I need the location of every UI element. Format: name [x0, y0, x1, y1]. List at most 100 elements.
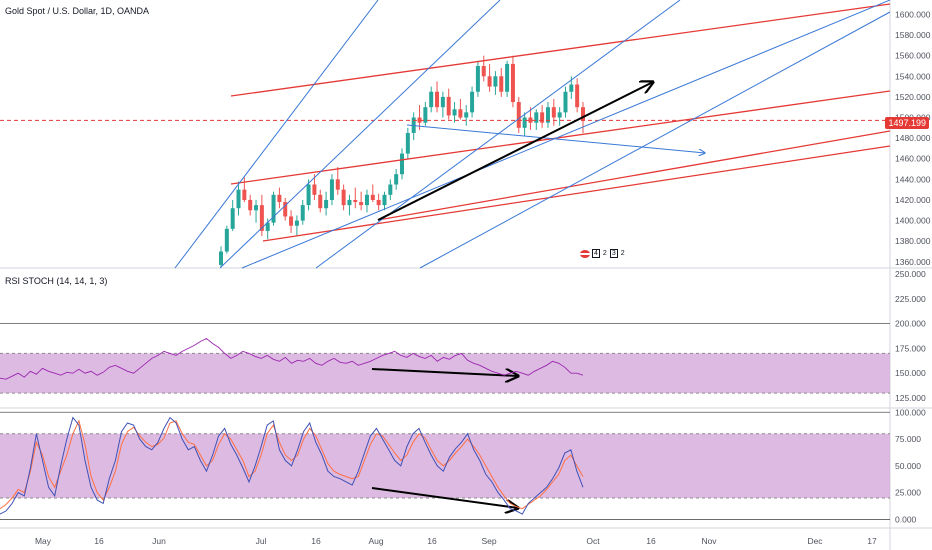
- candle-body: [259, 205, 264, 231]
- candle-body: [324, 199, 329, 209]
- time-axis-label: 16: [646, 536, 656, 546]
- time-axis-label: 16: [427, 536, 437, 546]
- candle-body: [370, 194, 375, 200]
- candle-body: [289, 216, 294, 226]
- candle-body: [516, 102, 521, 128]
- candle-body: [510, 63, 515, 103]
- time-axis-label: May: [35, 536, 52, 546]
- stoch-k-line: [0, 416, 584, 515]
- candle-body: [534, 112, 539, 123]
- candle-body: [429, 91, 434, 108]
- fan-line-blue: [241, 0, 891, 269]
- rsi-axis-label: 225.000: [895, 294, 926, 304]
- candle-body: [458, 109, 463, 118]
- projection-arrow-blue: [406, 124, 705, 153]
- candle-body: [341, 189, 346, 206]
- candle-body: [277, 194, 282, 203]
- time-axis-label: Sep: [481, 536, 496, 546]
- channel-line-red: [377, 130, 891, 221]
- fan-line-blue: [174, 0, 379, 269]
- trend-arrow-black: [377, 82, 653, 221]
- candle-body: [312, 184, 317, 195]
- candle-body: [551, 107, 556, 118]
- event-badge[interactable]: 4 2 3 2: [580, 249, 626, 258]
- candle-body: [452, 109, 457, 116]
- price-axis-label: 1560.000: [895, 51, 931, 61]
- candle-body: [294, 220, 299, 226]
- badge-count-2: 2: [602, 250, 607, 257]
- candle-body: [236, 189, 241, 209]
- candle-body: [230, 208, 235, 229]
- flag-icon: [580, 249, 590, 258]
- candle-body: [493, 76, 498, 87]
- stoch-divergence-arrow: [371, 487, 518, 508]
- time-axis-label: Jul: [256, 536, 267, 546]
- candle-body: [557, 112, 562, 118]
- badge-count-3: 3: [609, 249, 618, 258]
- time-axis-label: 17: [867, 536, 877, 546]
- candle-body: [353, 199, 358, 203]
- candle-body: [394, 174, 399, 185]
- badge-count-1: 4: [592, 249, 600, 258]
- rsi-divergence-arrow: [371, 368, 518, 376]
- candle-body: [581, 107, 585, 121]
- price-axis-label: 1420.000: [895, 195, 931, 205]
- candle-body: [224, 228, 229, 252]
- fan-line-blue: [219, 0, 501, 269]
- indicator-band: [0, 433, 890, 498]
- rsi-axis-label: 150.000: [895, 368, 926, 378]
- price-axis-label: 1520.000: [895, 92, 931, 102]
- candle-body: [254, 205, 259, 211]
- channel-line-red: [262, 145, 891, 242]
- candle-body: [248, 199, 253, 211]
- candle-body: [481, 65, 486, 77]
- price-axis-label: 1400.000: [895, 216, 931, 226]
- time-axis-label: Oct: [586, 536, 600, 546]
- candle-body: [522, 117, 527, 128]
- candle-body: [505, 63, 510, 92]
- candle-body: [417, 117, 422, 123]
- candlestick-series: [219, 55, 585, 267]
- time-axis-label: 16: [311, 536, 321, 546]
- candle-body: [487, 76, 492, 87]
- indicator-title: RSI STOCH (14, 14, 1, 3): [5, 276, 108, 286]
- last-price-tag: 1497.199: [885, 117, 929, 129]
- indicator-lines: [0, 337, 584, 515]
- candle-body: [329, 179, 334, 200]
- stoch-axis-label: 50.000: [895, 461, 921, 471]
- stoch-axis-label: 0.000: [895, 514, 917, 524]
- candle-body: [300, 205, 305, 221]
- candle-body: [359, 202, 364, 206]
- chart-title: Gold Spot / U.S. Dollar, 1D, OANDA: [5, 6, 150, 16]
- stoch-d-line: [0, 419, 584, 510]
- price-axis-label: 1600.000: [895, 9, 931, 19]
- candle-body: [271, 194, 276, 223]
- axes: 1360.000 1380.000 1400.000 1420.000 1440.000…: [35, 9, 931, 546]
- rsi-axis-label: 250.000: [895, 269, 926, 279]
- channel-line-red: [230, 90, 891, 185]
- price-axis-label: 1580.000: [895, 30, 931, 40]
- candle-body: [464, 112, 469, 118]
- price-axis-label: 1540.000: [895, 71, 931, 81]
- candle-body: [388, 184, 393, 195]
- candle-body: [563, 91, 568, 113]
- candle-body: [306, 184, 311, 206]
- price-axis-label: 1440.000: [895, 174, 931, 184]
- candle-body: [318, 194, 323, 209]
- candle-body: [283, 202, 288, 217]
- stoch-axis-label: 25.000: [895, 488, 921, 498]
- price-axis-label: 1480.000: [895, 133, 931, 143]
- candle-body: [335, 179, 340, 190]
- stoch-axis-label: 100.000: [895, 407, 926, 417]
- candle-body: [545, 107, 550, 123]
- candle-body: [376, 199, 381, 206]
- time-axis-label: Aug: [368, 536, 383, 546]
- rsi-axis-label: 175.000: [895, 343, 926, 353]
- price-axis-label: 1460.000: [895, 154, 931, 164]
- time-axis-label: Nov: [701, 536, 717, 546]
- channel-line-red: [230, 3, 891, 97]
- rsi-line: [0, 337, 584, 380]
- candle-body: [242, 189, 247, 200]
- candle-body: [400, 153, 404, 175]
